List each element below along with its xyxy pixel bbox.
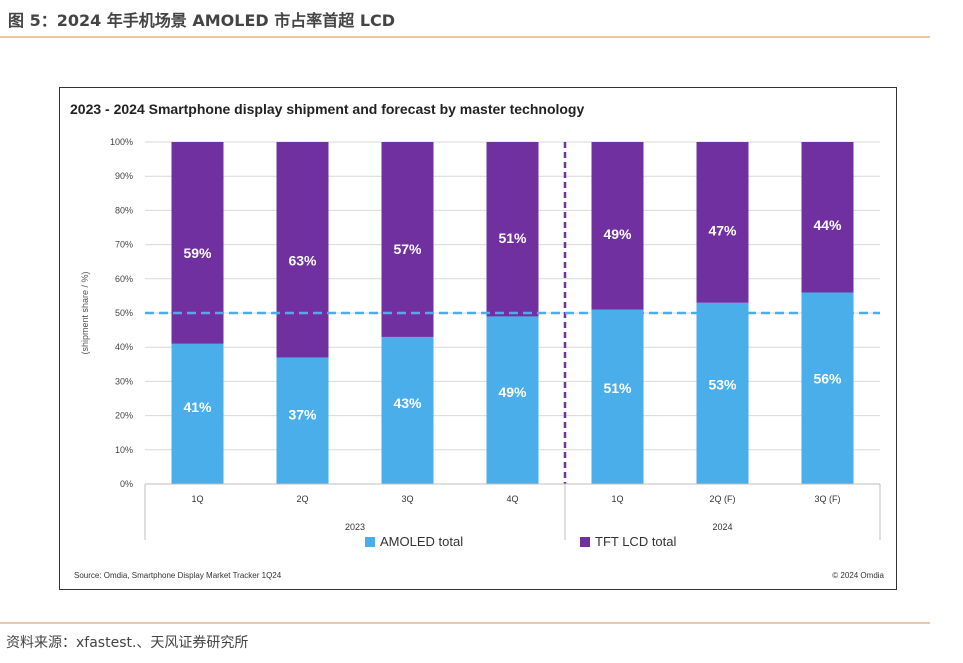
y-tick-label: 40% bbox=[115, 342, 133, 352]
y-axis-label: (shipment share / %) bbox=[80, 271, 90, 354]
x-tick-label: 3Q (F) bbox=[815, 494, 841, 504]
bar-amoled bbox=[381, 336, 434, 484]
figure-title: 图 5：2024 年手机场景 AMOLED 市占率首超 LCD bbox=[8, 11, 396, 30]
x-group-label: 2024 bbox=[712, 522, 732, 532]
x-tick-label: 1Q bbox=[611, 494, 623, 504]
stacked-bar-chart: 2023 - 2024 Smartphone display shipment … bbox=[70, 101, 885, 580]
legend-swatch bbox=[365, 537, 375, 547]
figure-source: 资料来源：xfastest.、天风证券研究所 bbox=[6, 635, 249, 651]
bar-amoled bbox=[696, 302, 749, 484]
data-label-amoled: 49% bbox=[498, 384, 527, 400]
y-tick-label: 90% bbox=[115, 171, 133, 181]
bar-tft-lcd bbox=[591, 142, 644, 310]
bar-tft-lcd bbox=[381, 142, 434, 337]
data-label-amoled: 41% bbox=[183, 399, 212, 415]
y-tick-label: 70% bbox=[115, 240, 133, 250]
bar-tft-lcd bbox=[171, 142, 224, 344]
x-tick-label: 3Q bbox=[401, 494, 413, 504]
y-tick-label: 20% bbox=[115, 411, 133, 421]
chart-title: 2023 - 2024 Smartphone display shipment … bbox=[70, 101, 584, 117]
data-label-tft-lcd: 49% bbox=[603, 226, 632, 242]
bar-tft-lcd bbox=[276, 142, 329, 358]
data-label-tft-lcd: 44% bbox=[813, 217, 842, 233]
bar-tft-lcd bbox=[696, 142, 749, 303]
bar-amoled bbox=[486, 316, 539, 484]
data-label-amoled: 43% bbox=[393, 395, 422, 411]
data-label-amoled: 37% bbox=[288, 406, 317, 422]
x-tick-label: 1Q bbox=[191, 494, 203, 504]
y-tick-label: 80% bbox=[115, 205, 133, 215]
bar-tft-lcd bbox=[486, 142, 539, 317]
bar-tft-lcd bbox=[801, 142, 854, 293]
source-rule bbox=[0, 622, 930, 624]
x-group-label: 2023 bbox=[345, 522, 365, 532]
bar-amoled bbox=[591, 309, 644, 484]
data-label-tft-lcd: 51% bbox=[498, 230, 527, 246]
chart-source-note: Source: Omdia, Smartphone Display Market… bbox=[74, 571, 282, 580]
x-tick-label: 2Q (F) bbox=[710, 494, 736, 504]
legend-label: AMOLED total bbox=[380, 534, 463, 549]
data-label-tft-lcd: 57% bbox=[393, 241, 422, 257]
y-tick-label: 10% bbox=[115, 445, 133, 455]
data-label-tft-lcd: 47% bbox=[708, 222, 737, 238]
y-tick-label: 100% bbox=[110, 137, 133, 147]
bar-amoled bbox=[801, 292, 854, 484]
y-tick-label: 60% bbox=[115, 274, 133, 284]
bar-amoled bbox=[276, 357, 329, 484]
data-label-amoled: 56% bbox=[813, 371, 842, 387]
x-tick-label: 2Q bbox=[296, 494, 308, 504]
data-label-amoled: 51% bbox=[603, 380, 632, 396]
x-tick-label: 4Q bbox=[506, 494, 518, 504]
chart-copyright: © 2024 Omdia bbox=[832, 571, 884, 580]
chart-frame: 2023 - 2024 Smartphone display shipment … bbox=[59, 87, 897, 590]
bar-amoled bbox=[171, 343, 224, 484]
data-label-tft-lcd: 59% bbox=[183, 245, 212, 261]
legend-label: TFT LCD total bbox=[595, 534, 677, 549]
data-label-amoled: 53% bbox=[708, 376, 737, 392]
y-tick-label: 50% bbox=[115, 308, 133, 318]
legend-swatch bbox=[580, 537, 590, 547]
y-tick-label: 0% bbox=[120, 479, 133, 489]
data-label-tft-lcd: 63% bbox=[288, 253, 317, 269]
y-tick-label: 30% bbox=[115, 376, 133, 386]
title-rule bbox=[0, 36, 930, 38]
